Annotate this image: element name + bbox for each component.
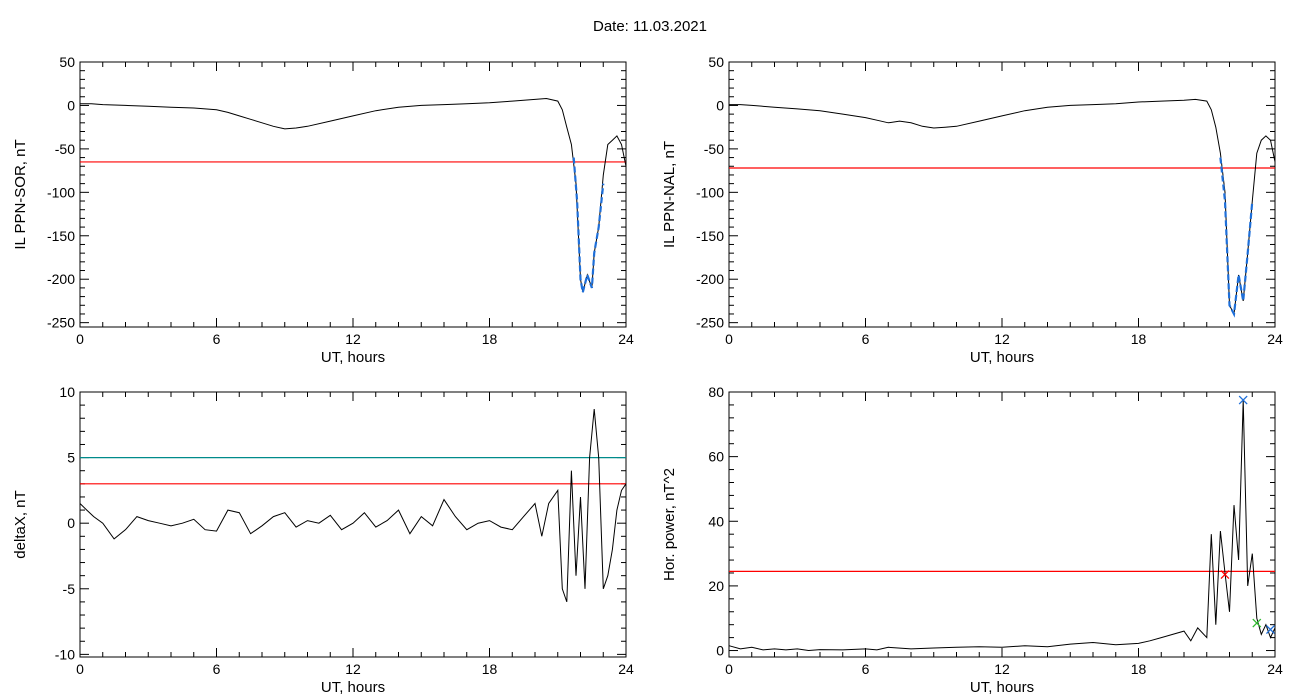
x-marker [1265, 625, 1275, 634]
y-tick-label: -50 [55, 141, 75, 157]
x-tick-label: 12 [994, 661, 1010, 677]
y-tick-label: -50 [704, 141, 724, 157]
trace-series [79, 409, 627, 603]
trace-series [729, 98, 1276, 316]
x-tick-label: 0 [725, 661, 733, 677]
x-tick-label: 18 [1131, 661, 1147, 677]
y-tick-label: 0 [716, 97, 724, 113]
y-tick-label: -150 [696, 228, 724, 244]
x-axis-label: UT, hours [321, 349, 385, 366]
x-marker [1220, 570, 1230, 580]
x-marker-stroke [1220, 570, 1230, 580]
x-tick-label: 6 [862, 331, 870, 347]
y-tick-label: 40 [708, 513, 724, 529]
x-tick-label: 6 [862, 661, 870, 677]
x-marker [1252, 618, 1262, 628]
x-tick-label: 6 [213, 331, 221, 347]
y-tick-label: 0 [67, 515, 75, 531]
y-axis-label: IL PPN-SOR, nT [12, 139, 29, 249]
y-tick-label: 80 [708, 384, 724, 400]
y-tick-label: 0 [67, 97, 75, 113]
panel-il-ppn-sor: 0 6 12 18 24 50 0 -50 -100 -150 -200 -250 UT, hours I… [12, 54, 634, 366]
y-tick-label: -100 [696, 184, 724, 200]
y-axis-label: deltaX, nT [12, 490, 29, 558]
panel-hor-power: 0 6 12 18 24 80 60 40 20 0 UT, hours Hor. power, nT… [661, 384, 1283, 696]
x-marker-stroke [1252, 618, 1262, 628]
plot-frame [728, 61, 1276, 328]
y-tick-label: -250 [47, 315, 75, 331]
x-tick-label: 0 [76, 661, 84, 677]
y-tick-label: -200 [47, 271, 75, 287]
y-tick-label: -5 [63, 581, 76, 597]
x-axis-label: UT, hours [970, 679, 1034, 696]
x-axis-label: UT, hours [970, 349, 1034, 366]
x-tick-label: 0 [725, 331, 733, 347]
x-tick-label: 6 [213, 661, 221, 677]
y-tick-label: 20 [708, 578, 724, 594]
x-tick-label: 24 [1267, 661, 1283, 677]
x-tick-label: 24 [1267, 331, 1283, 347]
panel-il-ppn-nal: 0 6 12 18 24 50 0 -50 -100 -150 -200 -250 UT, hours I… [661, 54, 1283, 366]
plot-frame [79, 61, 627, 328]
y-axis-label: Hor. power, nT^2 [661, 468, 678, 581]
y-tick-label: 0 [716, 643, 724, 659]
y-tick-label: -200 [696, 271, 724, 287]
x-tick-label: 12 [994, 331, 1010, 347]
plot-frame [728, 391, 1276, 658]
x-tick-label: 18 [482, 661, 498, 677]
x-axis-label: UT, hours [321, 679, 385, 696]
y-axis-label: IL PPN-NAL, nT [661, 141, 678, 248]
x-marker [1238, 395, 1248, 405]
y-tick-label: 50 [59, 54, 75, 70]
trace-series [728, 400, 1276, 652]
y-tick-label: 10 [59, 384, 75, 400]
y-tick-label: -10 [55, 646, 75, 662]
x-tick-label: 24 [618, 331, 634, 347]
x-tick-label: 18 [482, 331, 498, 347]
y-tick-label: -150 [47, 228, 75, 244]
page-title: Date: 11.03.2021 [593, 18, 707, 35]
panel-deltax: 0 6 12 18 24 10 5 0 -5 -10 UT, hours deltaX, nT [12, 384, 634, 696]
x-tick-label: 0 [76, 331, 84, 347]
x-tick-label: 18 [1131, 331, 1147, 347]
y-tick-label: -250 [696, 315, 724, 331]
y-tick-label: 60 [708, 449, 724, 465]
x-tick-label: 12 [345, 331, 361, 347]
x-marker-stroke [1265, 625, 1275, 634]
y-tick-label: -100 [47, 184, 75, 200]
y-tick-label: 5 [67, 450, 75, 466]
x-marker-stroke [1238, 395, 1248, 405]
highlight-series [1219, 157, 1254, 318]
trace-series [80, 97, 627, 293]
x-tick-label: 24 [618, 661, 634, 677]
highlight-series [572, 157, 605, 293]
y-tick-label: 50 [708, 54, 724, 70]
x-tick-label: 12 [345, 661, 361, 677]
